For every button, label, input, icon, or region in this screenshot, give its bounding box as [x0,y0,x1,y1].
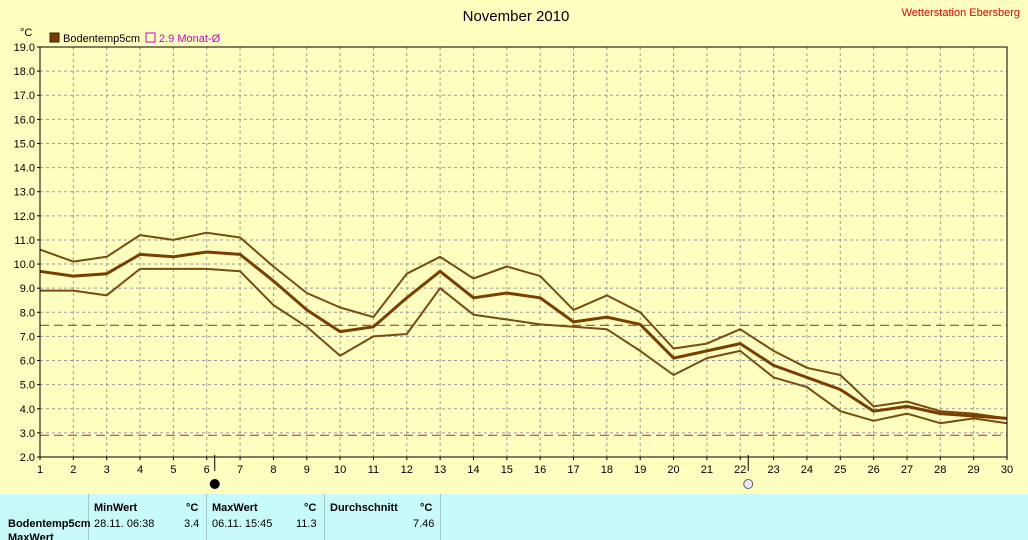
header-max: MaxWert [212,502,258,514]
avg-value: 7.46 [413,518,435,530]
x-tick-label: 11 [368,464,379,476]
x-tick-label: 2 [70,464,76,476]
x-tick-label: 10 [334,464,346,476]
x-tick-label: 9 [304,464,310,476]
y-tick-label: 8.0 [20,307,35,319]
new-moon-icon [209,479,220,489]
full-moon-icon [743,479,754,489]
x-tick-label: 3 [104,464,110,476]
x-tick-label: 27 [901,464,913,476]
x-tick-label: 30 [1001,464,1013,476]
x-tick-label: 6 [204,464,210,476]
column-separator [88,494,89,540]
column-separator [324,494,325,540]
x-tick-label: 29 [968,464,980,476]
x-tick-label: 15 [501,464,513,476]
x-tick-label: 25 [834,464,846,476]
header-min: MinWert [94,502,138,514]
y-tick-label: 14.0 [14,163,35,175]
header-avg: Durchschnitt [330,502,398,514]
temperature-chart: November 2010 Wetterstation Ebersberg °C… [14,7,1020,489]
y-tick-label: 10.0 [14,259,35,271]
x-tick-label: 16 [534,464,546,476]
y-tick-label: 18.0 [14,66,35,78]
statistics-panel: MinWert °C MaxWert °C Durchschnitt °C Bo… [0,494,1028,540]
x-tick-label: 23 [767,464,779,476]
y-axis-unit: °C [20,27,32,39]
grid [40,47,1007,457]
y-tick-label: 13.0 [14,187,35,199]
x-tick-label: 5 [170,464,176,476]
y-tick-label: 16.0 [14,114,35,126]
min-time: 28.11. 06:38 [94,518,155,530]
x-tick-label: 18 [601,464,613,476]
y-tick-label: 2.0 [20,452,35,464]
x-tick-label: 28 [934,464,946,476]
reference-lines [40,324,1007,436]
header-max-unit: °C [304,502,317,514]
legend-label-monthly-mean: 2.9 Monat-Ø [159,33,221,45]
x-tick-label: 12 [401,464,413,476]
legend-swatch-monthly-mean [145,32,156,43]
y-tick-label: 11.0 [14,235,35,247]
column-separator [206,494,207,540]
x-tick-label: 1 [37,464,43,476]
chart-area: November 2010 Wetterstation Ebersberg °C… [14,7,1020,489]
header-min-unit: °C [186,502,199,514]
x-tick-label: 8 [270,464,276,476]
y-tick-label: 7.0 [20,331,35,343]
axes: 2.0 3.0 4.0 5.0 6.0 7.0 8.0 9.0 10.0 11.0 12.0 13.0… [14,42,1014,476]
x-tick-label: 13 [434,464,446,476]
series-line-min [40,267,1008,425]
series-line-mean [39,250,1008,420]
column-separator [440,494,441,540]
chart-title: November 2010 [463,8,570,25]
legend: Bodentemp5cm 2.9 Monat-Ø [49,32,221,45]
x-tick-label: 17 [567,464,579,476]
legend-swatch-bodentemp [49,32,60,43]
series-lines [39,231,1008,425]
min-value: 3.4 [184,518,200,530]
row-label: Bodentemp5cm [8,518,91,530]
y-tick-label: 9.0 [20,283,35,295]
row-label-partial: MaxWert [8,532,54,540]
x-tick-label: 14 [467,464,479,476]
x-tick-label: 7 [237,464,243,476]
x-tick-label: 26 [867,464,879,476]
x-tick-label: 24 [801,464,813,476]
x-tick-label: 4 [137,464,143,476]
y-tick-label: 4.0 [20,404,35,416]
x-tick-label: 21 [701,464,713,476]
station-name: Wetterstation Ebersberg [902,7,1020,19]
plot-frame [39,46,1008,458]
max-value: 11.3 [296,518,317,530]
moon-phase-markers [209,455,754,489]
y-tick-label: 15.0 [14,138,35,150]
x-tick-label: 20 [667,464,679,476]
y-tick-label: 6.0 [20,356,35,368]
y-tick-label: 5.0 [20,380,35,392]
x-tick-label: 19 [634,464,646,476]
y-tick-label: 3.0 [20,428,35,440]
header-avg-unit: °C [420,502,433,514]
y-tick-label: 17.0 [14,90,35,102]
series-line-max [39,231,1008,420]
max-time: 06.11. 15:45 [212,518,273,530]
x-tick-label: 22 [734,464,746,476]
legend-label-bodentemp: Bodentemp5cm [63,33,140,45]
y-tick-label: 19.0 [14,42,35,54]
y-tick-label: 12.0 [14,211,35,223]
